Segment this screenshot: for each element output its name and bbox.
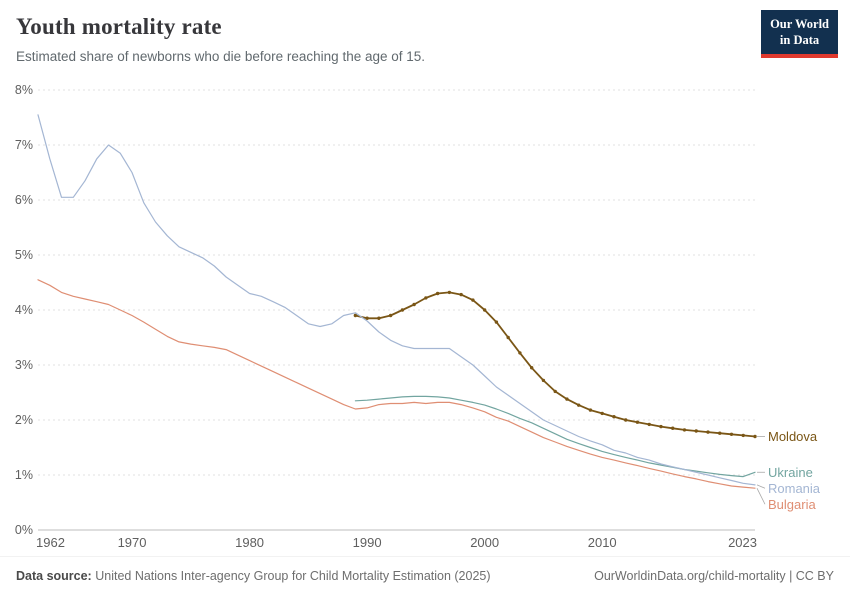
line-chart-area: 0% 1% 2% 3% 4% 5% 6% 7% 8% 1962 1970 1980 1990 2000 20… xyxy=(0,82,850,552)
series-marker-moldova xyxy=(471,298,475,302)
y-tick-label: 8% xyxy=(15,83,33,97)
chart-footer: Data source: United Nations Inter-agency… xyxy=(0,556,850,600)
series-marker-moldova xyxy=(365,316,369,320)
series-marker-moldova xyxy=(741,433,745,438)
owid-logo-line2: in Data xyxy=(779,33,820,48)
series-line-bulgaria[interactable] xyxy=(37,279,756,489)
series-label-bulgaria[interactable]: Bulgaria xyxy=(768,497,816,512)
series-marker-moldova xyxy=(541,378,546,383)
x-tick-label: 2010 xyxy=(588,535,617,550)
series-marker-moldova xyxy=(565,397,569,401)
series-marker-moldova xyxy=(377,316,381,320)
series-marker-moldova xyxy=(400,308,405,312)
series-marker-moldova xyxy=(706,430,710,434)
credit-link[interactable]: OurWorldinData.org/child-mortality | CC … xyxy=(594,569,834,583)
series-marker-moldova xyxy=(459,292,463,297)
series-marker-moldova xyxy=(494,320,499,324)
x-tick-label: 1990 xyxy=(353,535,382,550)
series-marker-moldova xyxy=(529,366,534,370)
x-tick-label: 1962 xyxy=(36,535,65,550)
label-connector xyxy=(756,484,766,489)
series-marker-moldova xyxy=(482,308,487,312)
x-tick-label: 1970 xyxy=(118,535,147,550)
series-marker-moldova xyxy=(694,429,698,433)
y-tick-label: 3% xyxy=(15,358,33,372)
x-tick-label: 1980 xyxy=(235,535,264,550)
series-marker-moldova xyxy=(659,424,663,429)
datasource-label: Data source: xyxy=(16,569,92,583)
series-label-ukraine[interactable]: Ukraine xyxy=(768,465,813,480)
datasource-text: United Nations Inter-agency Group for Ch… xyxy=(95,569,491,583)
series-marker-moldova xyxy=(412,302,416,307)
series-marker-moldova xyxy=(388,313,393,318)
series-marker-moldova xyxy=(600,411,604,416)
chart-svg: 0% 1% 2% 3% 4% 5% 6% 7% 8% 1962 1970 1980 1990 2000 20… xyxy=(15,83,821,550)
datasource: Data source: United Nations Inter-agency… xyxy=(16,569,491,600)
series-marker-moldova xyxy=(635,420,640,424)
y-tick-label: 7% xyxy=(15,138,33,152)
series-marker-moldova xyxy=(612,415,616,419)
y-tick-label: 1% xyxy=(15,468,33,482)
series-marker-moldova xyxy=(753,434,757,439)
series-marker-moldova xyxy=(424,296,428,300)
y-tick-label: 0% xyxy=(15,523,33,537)
series-marker-moldova xyxy=(718,431,722,435)
series-marker-moldova xyxy=(553,389,557,394)
series-marker-moldova xyxy=(647,422,651,427)
y-tick-label: 2% xyxy=(15,413,33,427)
x-tick-label: 2000 xyxy=(470,535,499,550)
series-marker-moldova xyxy=(518,351,522,355)
owid-logo-line1: Our World xyxy=(770,17,829,31)
series-marker-moldova xyxy=(447,290,452,295)
series-marker-moldova xyxy=(588,408,593,412)
series-label-moldova[interactable]: Moldova xyxy=(768,429,818,444)
series-line-moldova[interactable] xyxy=(354,291,756,438)
series-marker-moldova xyxy=(353,313,358,318)
series-line-romania[interactable] xyxy=(37,114,756,486)
series-marker-moldova xyxy=(624,418,628,422)
page-title: Youth mortality rate xyxy=(16,14,222,39)
series-marker-moldova xyxy=(729,432,734,436)
chart-header: Youth mortality rate Estimated share of … xyxy=(0,0,850,64)
x-tick-label: 2023 xyxy=(728,535,757,550)
series-marker-moldova xyxy=(576,403,581,407)
y-tick-label: 5% xyxy=(15,248,33,262)
series-label-romania[interactable]: Romania xyxy=(768,481,821,496)
series-marker-moldova xyxy=(506,335,510,340)
page-subtitle: Estimated share of newborns who die befo… xyxy=(16,49,426,64)
y-tick-label: 6% xyxy=(15,193,33,207)
owid-logo[interactable]: Our World in Data xyxy=(761,10,838,58)
series-line-ukraine[interactable] xyxy=(354,395,756,478)
series-marker-moldova xyxy=(682,428,687,432)
series-marker-moldova xyxy=(435,291,440,296)
series-marker-moldova xyxy=(671,426,675,430)
label-connector xyxy=(756,488,766,505)
y-tick-label: 4% xyxy=(15,303,33,317)
